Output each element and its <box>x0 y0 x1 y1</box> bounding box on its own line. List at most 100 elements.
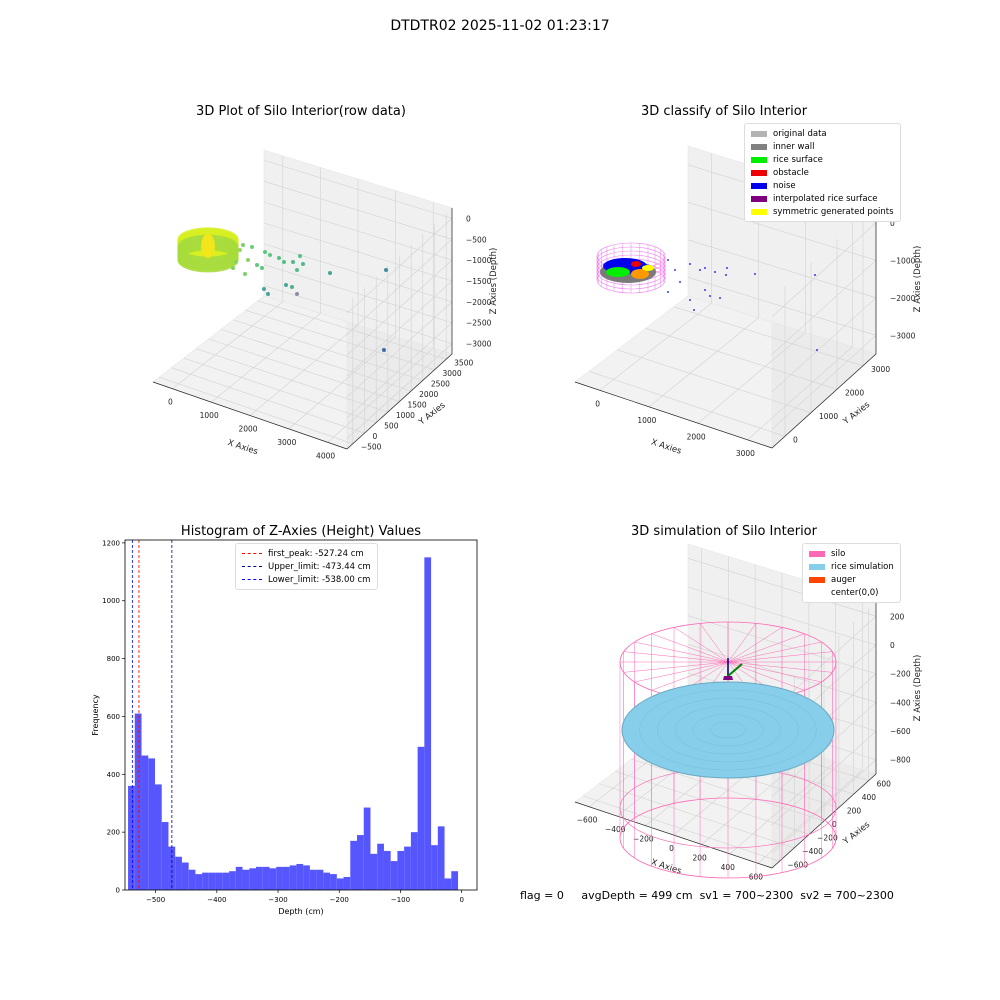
silo-roof-spoke <box>727 651 833 663</box>
x-tick-label: 3000 <box>736 449 755 458</box>
y-tick-label: 1500 <box>408 401 427 410</box>
z-tick-label: 0 <box>890 641 895 650</box>
y-tick-label: 2000 <box>845 388 864 397</box>
raw-data-point <box>260 266 264 270</box>
x-tick-label: 0 <box>669 844 674 853</box>
x-grid-line <box>757 597 863 864</box>
x-axis-label: Depth (cm) <box>278 907 323 916</box>
histogram-bar <box>309 869 317 890</box>
x-axis-line <box>574 381 773 449</box>
y-tick-label: −200 <box>817 833 838 842</box>
x-tick-label: −200 <box>633 835 654 844</box>
z-tick-label: 0 <box>466 214 471 223</box>
y-tick-label: 2000 <box>419 390 438 399</box>
x-axis-label: X Axies <box>650 437 683 456</box>
legend-label: symmetric generated points <box>773 206 894 217</box>
y-tick-label: 200 <box>847 807 862 816</box>
histogram-title: Histogram of Z-Axies (Height) Values <box>180 524 422 539</box>
raw-data-point <box>384 268 388 272</box>
legend-label: Lower_limit: -538.00 cm <box>268 574 371 585</box>
z-tick-label: −2500 <box>466 319 492 328</box>
x-grid-line <box>729 589 837 855</box>
histogram-bar <box>357 835 364 890</box>
legend-label: obstacle <box>773 167 809 178</box>
legend-entry: first_peak: -527.24 cm <box>242 547 371 560</box>
figure-title: DTDTR02 2025-11-02 01:23:17 <box>390 18 610 34</box>
raw-data-point <box>295 292 299 296</box>
legend-swatch <box>751 143 767 150</box>
legend-label: rice simulation <box>831 561 894 572</box>
raw-data-point <box>263 250 267 254</box>
histogram-bar <box>161 822 169 890</box>
silo-roof-spoke <box>727 623 757 663</box>
histogram-bar <box>276 866 283 890</box>
y-tick-label: 800 <box>107 655 120 663</box>
x-tick-label: −200 <box>330 896 349 904</box>
noise-point <box>689 263 691 265</box>
z-axis-label: Z Axies (Depth) <box>913 246 923 313</box>
silo-roof-spoke <box>673 627 729 663</box>
legend-label: center(0,0) <box>831 587 879 598</box>
x-tick-label: 3000 <box>277 438 296 447</box>
histogram-bar <box>282 866 290 890</box>
silo-roof-spoke <box>634 661 729 683</box>
z-tick-label: −600 <box>890 727 911 736</box>
x-grid-line <box>172 155 284 389</box>
x-grid-line <box>211 167 321 403</box>
raw-data-point <box>234 260 238 264</box>
legend-swatch <box>809 563 825 570</box>
legend-swatch <box>751 130 767 137</box>
x-tick-label: 4000 <box>316 451 335 460</box>
plot-frame <box>124 539 478 891</box>
histogram-bar <box>336 878 344 890</box>
x-tick-label: −100 <box>391 896 410 904</box>
histogram-bar <box>377 843 384 890</box>
z-tick-label: −1000 <box>890 256 916 265</box>
obstacle-points <box>631 261 641 267</box>
histogram-bar <box>343 876 351 890</box>
raw-data-point <box>290 285 294 289</box>
raw-data-point <box>231 266 235 270</box>
y-tick-label: −600 <box>787 860 808 869</box>
legend-swatch <box>751 156 767 163</box>
z-axis-label: Z Axies (Depth) <box>489 248 499 315</box>
z-tick-label: −2000 <box>890 294 916 303</box>
y-tick-label: 1200 <box>102 539 120 547</box>
z-tick-label: −400 <box>890 698 911 707</box>
x-tick-label: 2000 <box>238 425 257 434</box>
legend-label: original data <box>773 128 827 139</box>
x-grid-line <box>288 190 396 430</box>
legend-entry: noise <box>751 179 894 192</box>
histogram-bar <box>431 845 438 890</box>
histogram-bar <box>316 869 324 890</box>
histogram-bar <box>256 866 263 890</box>
raw-data-point <box>266 292 270 296</box>
histogram-bar <box>269 868 277 890</box>
legend-line-swatch <box>242 579 262 580</box>
noise-point <box>726 267 728 269</box>
y-tick-label: 1000 <box>396 411 415 420</box>
silo-roof-spoke <box>727 633 805 663</box>
legend-label: Upper_limit: -473.44 cm <box>268 561 371 572</box>
raw-data-3d-plot: 01000200030004000−5000500100015002000250… <box>152 149 499 460</box>
z-tick-label: −2000 <box>466 298 492 307</box>
y-tick-label: 3500 <box>454 358 473 367</box>
noise-point <box>689 299 691 301</box>
z-axis-label: Z Axies (Depth) <box>913 655 923 722</box>
z-tick-label: −800 <box>890 756 911 765</box>
y-tick-label: 3000 <box>871 365 890 374</box>
histogram-bar <box>296 863 304 890</box>
y-tick-label: 0 <box>832 820 837 829</box>
silo-roof-spoke <box>727 661 822 683</box>
histogram-bar <box>404 846 411 890</box>
histogram-bar <box>424 557 432 890</box>
legend-label: noise <box>773 180 796 191</box>
y-tick-label: 500 <box>384 422 399 431</box>
x-grid-line <box>599 153 712 391</box>
z-tick-label: −500 <box>466 235 487 244</box>
silo-roof-spoke <box>623 661 729 673</box>
histogram-bar <box>141 755 149 890</box>
histogram-bar <box>208 872 216 890</box>
noise-point <box>725 274 727 276</box>
raw-data-point <box>268 253 272 257</box>
